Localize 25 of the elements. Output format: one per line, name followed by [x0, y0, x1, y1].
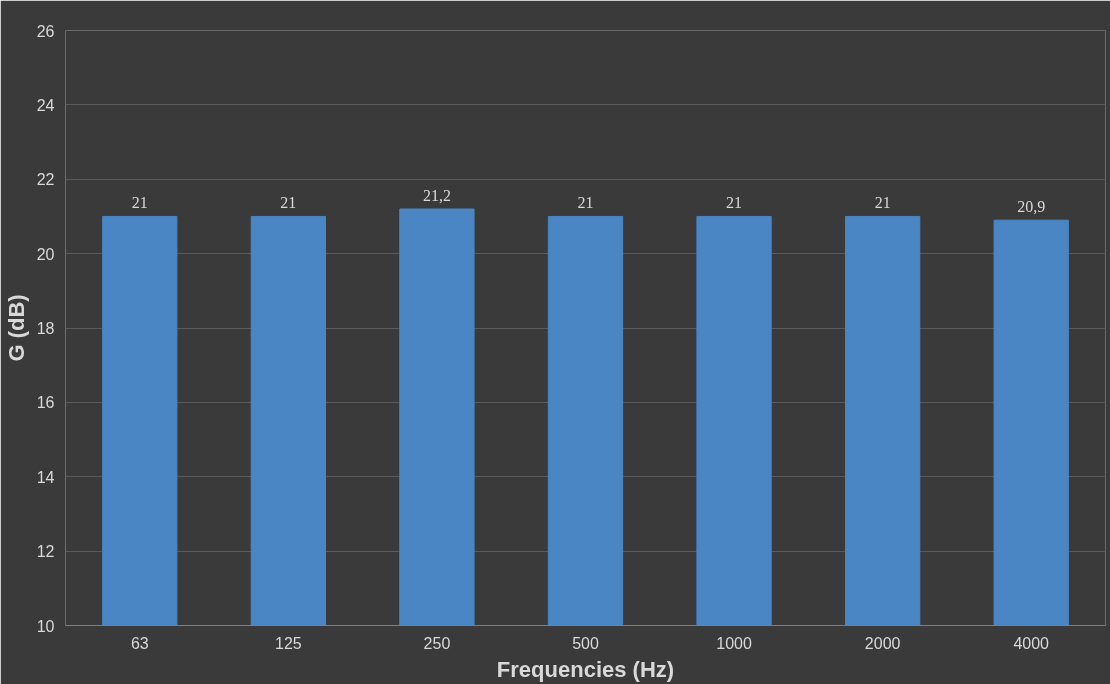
y-tick-label: 12 [36, 543, 55, 561]
y-axis-title: G (dB) [3, 294, 29, 362]
x-tick-label: 4000 [1013, 634, 1050, 652]
data-label: 20,9 [1017, 198, 1046, 216]
data-label: 21 [280, 194, 297, 212]
data-label: 21 [874, 194, 891, 212]
y-tick-label: 10 [36, 617, 55, 635]
x-tick-label: 500 [572, 634, 599, 652]
y-tick-label: 24 [36, 96, 55, 114]
y-tick-label: 22 [36, 171, 55, 189]
x-tick-label: 63 [130, 634, 149, 652]
y-tick-label: 14 [36, 468, 55, 486]
data-label: 21,2 [422, 187, 451, 204]
y-tick-label: 20 [36, 245, 55, 263]
data-label: 21 [577, 194, 594, 212]
y-tick-label: 16 [36, 394, 55, 412]
x-tick-label: 2000 [864, 634, 901, 652]
y-tick-label: 18 [36, 320, 55, 337]
data-label: 21 [131, 194, 148, 212]
x-tick-label: 250 [423, 634, 451, 652]
x-tick-label: 1000 [716, 634, 752, 652]
x-tick-label: 125 [275, 634, 302, 652]
data-label: 21 [726, 194, 743, 212]
x-axis-title: Frequencies (Hz) [496, 656, 675, 682]
y-tick-label: 26 [36, 22, 55, 40]
